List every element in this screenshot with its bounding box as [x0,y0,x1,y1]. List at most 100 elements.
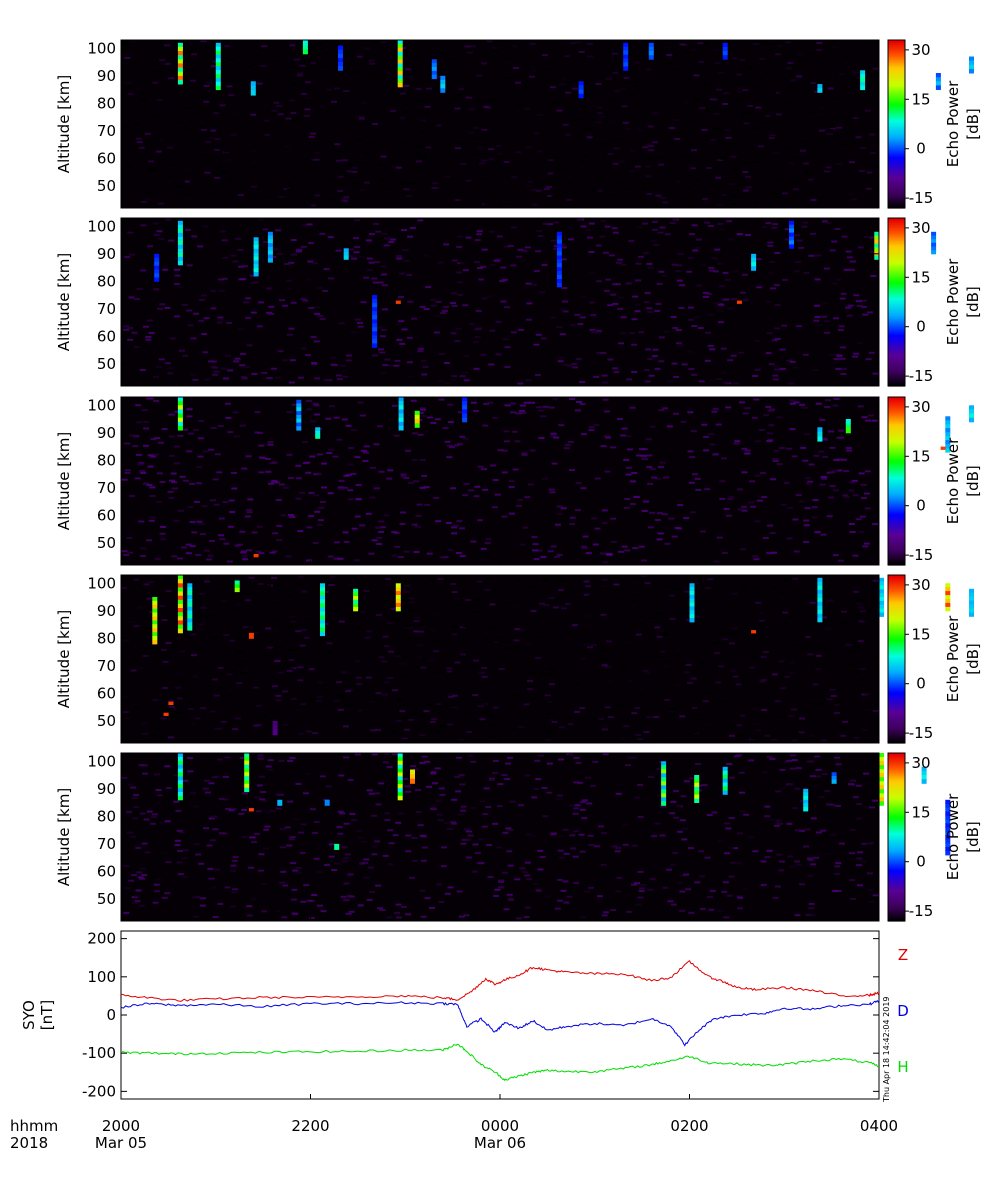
series-line-d [120,1000,880,1047]
echo-1 [177,42,183,85]
colorbar-tick-label: 30 [911,754,930,772]
panel-4: 50 60 70 80 90 100 Altitude [km] -15 0 15 30 Echo P… [55,574,982,744]
echo-4 [267,231,273,263]
echo-8 [272,721,278,736]
echo-3 [250,81,256,96]
echo-2 [244,753,250,793]
echo-7 [397,753,403,801]
y-tick-label: -100 [82,1044,116,1062]
colorbar-label: Echo Power [944,793,962,880]
echo-7 [248,632,254,639]
colorbar-label: Echo Power [944,437,962,524]
panel-3: 50 60 70 80 90 100 Altitude [km] -15 0 15 30 Echo P… [55,396,982,566]
echo-11 [789,220,794,249]
colorbar-tick-label: 15 [911,90,930,108]
echo-11 [940,446,946,450]
time-tick-label: 0000 [481,1117,519,1135]
series-label-z: Z [898,946,908,964]
echo-9 [320,583,325,637]
echo-1 [154,253,160,282]
echo-4 [302,40,308,55]
echo-9 [736,300,742,304]
y-axis-label: Altitude [km] [55,75,73,173]
echo-5 [398,397,404,431]
colorbar-tick-label: 15 [911,803,930,821]
y-axis-label: [nT] [38,1000,56,1030]
colorbar-tick-label: 0 [916,675,926,693]
colorbar-tick-label: 30 [911,219,930,237]
series-line-z [120,959,880,1002]
echo-16 [935,73,941,90]
heatmap-background [121,575,879,743]
echo-15 [879,577,884,617]
colorbar-tick-label: -15 [909,724,934,742]
panel-5: 50 60 70 80 90 100 Altitude [km] -15 0 15 30 Echo P… [55,752,982,922]
y-tick-label: 60 [97,506,116,524]
y-tick-label: 80 [97,272,116,290]
y-tick-label: 80 [97,451,116,469]
echo-5 [187,583,193,631]
series-line-h [120,1043,879,1082]
y-axis-label: Altitude [km] [55,432,73,530]
echo-8 [556,231,562,288]
colorbar-label: [dB] [964,643,982,675]
y-tick-label: 70 [97,300,116,318]
echo-1 [177,397,183,431]
y-axis-label: SYO [20,1000,38,1030]
echo-10 [945,416,951,453]
echo-2 [177,220,183,266]
y-tick-label: 50 [97,355,116,373]
echo-12 [689,583,695,623]
y-tick-label: 50 [97,534,116,552]
colorbar-label: Echo Power [944,80,962,167]
echo-7 [395,300,401,304]
time-row2-label: 2018 [10,1134,48,1152]
echo-8 [817,427,823,442]
colorbar-label: [dB] [964,821,982,853]
panel-2: 50 60 70 80 90 100 Altitude [km] -15 0 15 30 Echo P… [55,217,982,387]
colorbar: -15 0 15 30 Echo Power [dB] [887,752,982,922]
time-tick-label: 2200 [291,1117,329,1135]
y-axis-label: Altitude [km] [55,788,73,886]
heatmap-noise [121,575,879,742]
time-tick-label: 0200 [670,1117,708,1135]
y-tick-label: 90 [97,245,116,263]
y-tick-label: 60 [97,684,116,702]
heatmap-background [121,40,879,208]
time-tick-label: 0400 [860,1117,898,1135]
echo-3 [296,399,302,431]
echo-12 [969,405,974,423]
colorbar-tick-label: 0 [916,140,926,158]
echo-4 [315,427,321,439]
echo-10 [751,253,757,271]
colorbar-tick-label: 0 [916,853,926,871]
echo-8 [410,769,415,784]
y-tick-label: 50 [97,712,116,730]
y-tick-label: 90 [97,780,116,798]
echo-9 [845,419,851,434]
echo-4 [177,575,183,634]
timestamp-stamp: Thu Apr 18 14:42:04 2019 [882,996,891,1103]
echo-11 [395,583,401,612]
series-label-h: H [897,1058,908,1076]
echo-13 [831,772,837,784]
heatmap-noise [122,218,879,385]
series-label-d: D [897,1002,909,1020]
colorbar: -15 0 15 30 Echo Power [dB] [887,574,982,744]
heatmap-noise [121,40,879,207]
echo-16 [945,799,951,856]
echo-14 [817,577,823,623]
colorbar-frame [887,574,906,744]
y-tick-label: 100 [87,968,116,986]
echo-2 [163,712,169,716]
y-axis-label: Altitude [km] [55,610,73,708]
colorbar-tick-label: 15 [911,447,930,465]
colorbar-tick-label: 15 [911,625,930,643]
y-tick-label: 70 [97,835,116,853]
echo-10 [353,588,359,612]
y-tick-label: 80 [97,807,116,825]
y-tick-label: 80 [97,94,116,112]
y-tick-label: 80 [97,629,116,647]
echo-3 [168,701,174,705]
